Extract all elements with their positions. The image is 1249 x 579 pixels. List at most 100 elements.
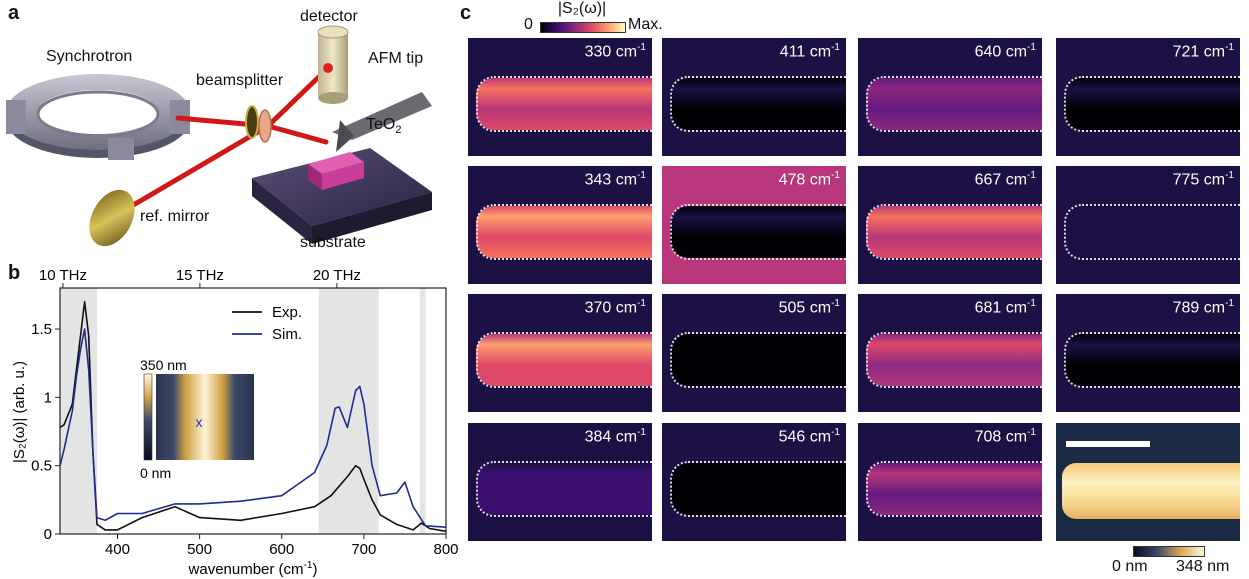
image-tile-370: 370 cm-1 (468, 294, 652, 412)
crystal-outline (670, 204, 846, 260)
crystal-signal-band (670, 78, 846, 130)
crystal-signal-band (476, 206, 652, 258)
inset-afm-image (156, 374, 254, 460)
image-tile-384: 384 cm-1 (468, 423, 652, 541)
wavenumber-label: 411 cm-1 (779, 42, 840, 61)
crystal-outline (670, 461, 846, 517)
label-substrate: substrate (300, 234, 366, 251)
wavenumber-label: 708 cm-1 (974, 427, 1036, 446)
label-detector: detector (300, 8, 358, 25)
wavenumber-label: 775 cm-1 (1172, 170, 1234, 189)
image-tile-505: 505 cm-1 (662, 294, 846, 412)
wavenumber-label: 330 cm-1 (584, 42, 646, 61)
crystal-signal-band (866, 78, 1042, 130)
crystal-signal-band (476, 78, 652, 130)
crystal-signal-band (670, 206, 846, 258)
x-axis-title: wavenumber (cm-1) (188, 560, 318, 578)
beamsplitter-disc (258, 109, 272, 143)
label-beamsplitter: beamsplitter (196, 72, 284, 89)
wavenumber-label: 681 cm-1 (974, 298, 1036, 317)
image-tile-667: 667 cm-1 (858, 166, 1042, 284)
image-tile-546: 546 cm-1 (662, 423, 846, 541)
wavenumber-label: 505 cm-1 (778, 298, 840, 317)
series-line-sim (59, 328, 447, 528)
wavenumber-label: 478 cm-1 (778, 170, 840, 189)
y-tick-label: 1.5 (31, 321, 52, 338)
image-tile-640: 640 cm-1 (858, 38, 1042, 156)
crystal-outline (866, 76, 1042, 132)
wavenumber-label: 667 cm-1 (974, 170, 1036, 189)
crystal-outline (476, 204, 652, 260)
wavenumber-label: 789 cm-1 (1172, 298, 1234, 317)
shaded-region (419, 288, 426, 534)
wavenumber-label: 384 cm-1 (584, 427, 646, 446)
top-axis-label: 15 THz (176, 267, 224, 284)
crystal-outline (866, 461, 1042, 517)
plot-frame (59, 287, 447, 535)
crystal-outline (866, 332, 1042, 388)
image-tile-343: 343 cm-1 (468, 166, 652, 284)
crystal-signal-band (670, 334, 846, 386)
inset-colorbar (143, 373, 153, 461)
crystal-signal-band (866, 206, 1042, 258)
crystal-outline (476, 461, 652, 517)
series-line-exp (59, 300, 447, 533)
image-tile-789: 789 cm-1 (1056, 294, 1240, 412)
crystal-outline (670, 332, 846, 388)
afm-crystal-topography (1062, 463, 1240, 519)
synchrotron-ring (6, 74, 190, 160)
y-axis-title: |S₂(ω)| (arb. u.) (11, 361, 28, 463)
x-tick-label: 400 (105, 541, 130, 558)
image-tile-478: 478 cm-1 (662, 166, 846, 284)
inset-label-bottom: 0 nm (140, 465, 171, 481)
substrate-block (252, 148, 432, 244)
label-synchrotron: Synchrotron (46, 48, 133, 65)
crystal-outline (1064, 204, 1240, 260)
detector-cylinder (317, 25, 349, 104)
spectrum-plot: 400 500 600 700 800 0 0.5 1 1.5 10 THz 15 THz 20 TH… (11, 267, 459, 578)
image-tile-330: 330 cm-1 (468, 38, 652, 156)
x-tick-label: 700 (351, 541, 376, 558)
crystal-outline (670, 76, 846, 132)
crystal-signal-band (1064, 334, 1240, 386)
crystal-outline (476, 76, 652, 132)
wavenumber-label: 640 cm-1 (974, 42, 1036, 61)
top-axis-label: 10 THz (39, 267, 87, 284)
y-tick-label: 0 (44, 526, 52, 543)
x-tick-label: 500 (187, 541, 212, 558)
y-tick-label: 1 (44, 389, 52, 406)
inset-label-top: 350 nm (140, 357, 187, 373)
image-tile-721: 721 cm-1 (1056, 38, 1240, 156)
crystal-signal-band (1064, 206, 1240, 258)
image-tile-681: 681 cm-1 (858, 294, 1042, 412)
height-colorbar-max: 348 nm (1176, 558, 1230, 575)
panel-b-letter: b (8, 262, 21, 284)
panel-c-letter: c (460, 2, 472, 24)
height-colorbar-min: 0 nm (1112, 558, 1148, 575)
wavenumber-label: 343 cm-1 (584, 170, 646, 189)
crystal-signal-band (476, 334, 652, 386)
afm-topography-tile (1056, 423, 1240, 541)
afm-tip (336, 120, 354, 152)
wavenumber-label: 370 cm-1 (584, 298, 646, 317)
crystal-outline (1064, 332, 1240, 388)
crystal-outline (1064, 76, 1240, 132)
label-teo2: TeO2 (366, 116, 402, 137)
panel-a-letter: a (8, 2, 20, 24)
crystal-signal-band (476, 463, 652, 515)
legend-label-sim: Sim. (272, 326, 302, 343)
beamsplitter-disc (245, 105, 259, 139)
image-tile-775: 775 cm-1 (1056, 166, 1240, 284)
crystal-outline (476, 332, 652, 388)
colorbar-max-label: Max. (628, 16, 663, 33)
crystal-signal-band (1064, 78, 1240, 130)
image-tile-411: 411 cm-1 (662, 38, 846, 156)
wavenumber-label: 546 cm-1 (778, 427, 840, 446)
afm-cantilever (332, 92, 432, 140)
x-tick-label: 800 (433, 541, 458, 558)
image-tile-708: 708 cm-1 (858, 423, 1042, 541)
setup-schematic (6, 25, 432, 247)
label-afm-tip: AFM tip (368, 50, 424, 67)
wavenumber-label: 721 cm-1 (1172, 42, 1234, 61)
reference-mirror (89, 189, 135, 247)
